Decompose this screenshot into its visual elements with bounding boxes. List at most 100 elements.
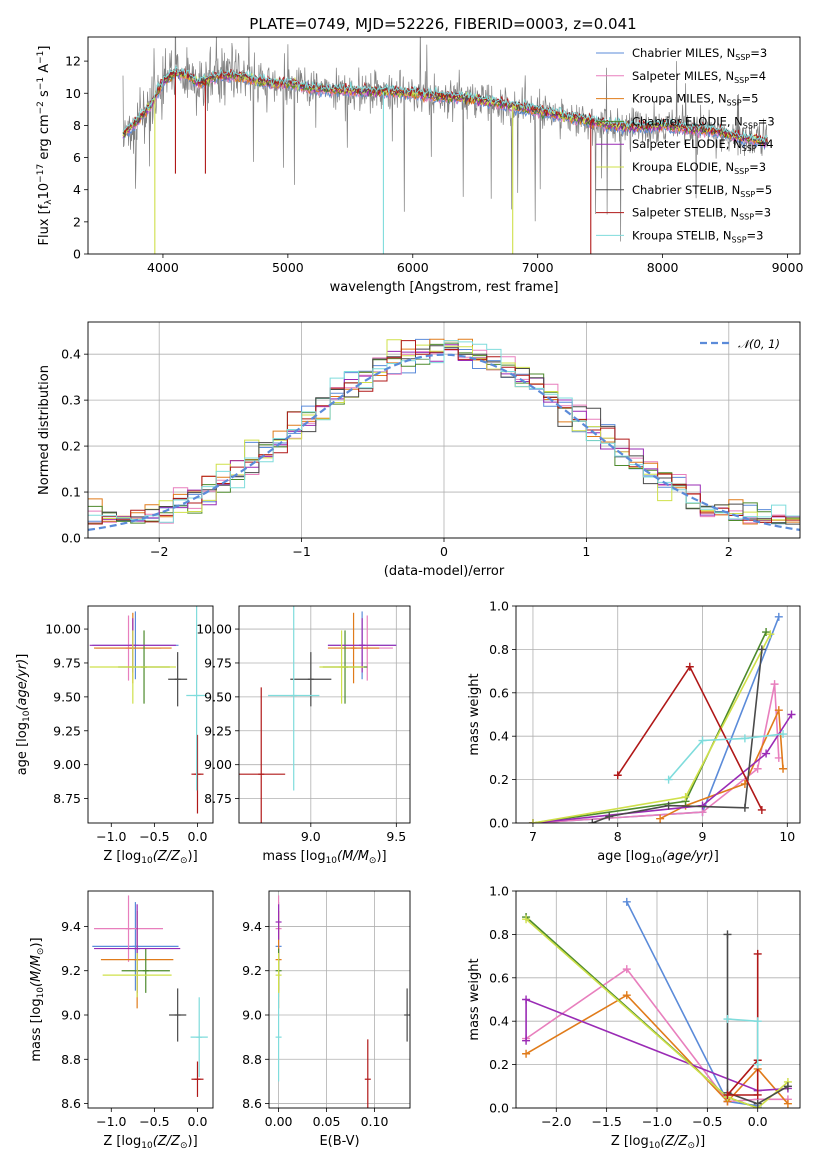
legend-entry-salpeter-stelib: Salpeter STELIB, NSSP=3 [632, 206, 771, 222]
x-axis-label: Z [log10(Z/Z⊙)] [103, 849, 197, 866]
plot-area [122, 37, 768, 254]
weight-marker-salpeter-miles [770, 680, 779, 689]
y-tick-label: 9.00 [204, 757, 232, 772]
y-tick-label: 9.50 [204, 689, 232, 704]
weight-marker-salpeter-elodie [787, 710, 796, 719]
x-tick-label: 1 [582, 544, 590, 559]
y-tick-label: 8 [73, 118, 81, 133]
y-axis-label: Normed distribution [37, 365, 52, 495]
weight-marker-chabrier-elodie [762, 628, 771, 637]
panel-weight_vs_Z: −2.0 −1.5 −1.0 −0.5 0.0 0.0 0.2 0.4 0.6 0.8 1.0 Z [… [467, 884, 801, 1151]
legend: 𝒩(0, 1) [700, 337, 780, 351]
y-tick-label: 9.75 [204, 655, 232, 670]
y-tick-label: 0.2 [489, 772, 509, 787]
y-tick-label: 8.75 [204, 791, 232, 806]
weight-marker-salpeter-miles [622, 965, 631, 974]
legend-entry-kroupa-stelib: Kroupa STELIB, NSSP=3 [632, 228, 763, 244]
plot-area [239, 606, 397, 823]
weight-marker-kroupa-stelib [664, 775, 673, 784]
x-tick-label: 8 [614, 829, 622, 844]
y-tick-label: 0.2 [61, 439, 81, 454]
x-tick-label: 0 [440, 544, 448, 559]
y-tick-label: 8.8 [242, 1052, 262, 1067]
x-tick-label: −1 [292, 544, 310, 559]
y-tick-label: 0.1 [61, 485, 81, 500]
weight-marker-kroupa-miles [779, 764, 788, 773]
legend-entry-kroupa-miles: Kroupa MILES, NSSP=5 [632, 92, 758, 108]
x-tick-label: −0.5 [692, 1114, 722, 1129]
panel-age_vs_mass: 9.0 9.5 8.75 9.00 9.25 9.50 9.75 10.00 mass [log… [196, 605, 411, 866]
axes-frame [87, 890, 214, 1109]
y-tick-label: 0.6 [489, 970, 509, 985]
weight-marker-kroupa-elodie [522, 915, 531, 924]
weight-marker-chabrier-miles [622, 897, 631, 906]
model-spectrum-kroupa-stelib [122, 65, 768, 143]
y-tick-label: 9.25 [204, 723, 232, 738]
x-axis-label: mass [log10(M/M⊙)] [262, 849, 386, 866]
weight-marker-kroupa-stelib [723, 1015, 732, 1024]
x-tick-label: 7000 [522, 260, 554, 275]
weight-marker-kroupa-stelib [698, 736, 707, 745]
weight-marker-salpeter-stelib [723, 1090, 732, 1099]
weight-marker-salpeter-stelib [685, 662, 694, 671]
x-tick-label: −1.0 [96, 829, 126, 844]
axes-frame [515, 890, 801, 1109]
weight-line-chabrier-miles [532, 616, 780, 823]
x-tick-label: 10 [779, 829, 795, 844]
legend-entry-kroupa-elodie: Kroupa ELODIE, NSSP=3 [632, 160, 766, 176]
weight-marker-kroupa-miles [522, 1049, 531, 1058]
y-tick-label: 0.4 [489, 1014, 509, 1029]
x-tick-label: 2 [725, 544, 733, 559]
y-tick-label: 9.0 [242, 1008, 262, 1023]
y-axis-label: Flux [fλ10−17 erg cm−2 s−1 A−1] [36, 46, 54, 246]
axes-frame [87, 36, 801, 255]
weight-marker-salpeter-elodie [522, 995, 531, 1004]
y-tick-label: 9.2 [242, 963, 262, 978]
weight-marker-kroupa-elodie [766, 630, 775, 639]
y-tick-label: 9.4 [242, 919, 262, 934]
weight-marker-kroupa-miles [622, 991, 631, 1000]
y-tick-label: 0.0 [489, 1101, 509, 1116]
legend-entry-chabrier-elodie: Chabrier ELODIE, NSSP=3 [632, 114, 775, 130]
y-axis-label: age [log10(age/yr)] [15, 654, 32, 776]
model-spectrum-salpeter-miles [122, 71, 768, 148]
plot-area [88, 338, 800, 531]
y-tick-label: 9.50 [53, 689, 81, 704]
weight-marker-kroupa-elodie [528, 819, 537, 823]
weight-line-salpeter-elodie [525, 998, 788, 1092]
x-tick-label: 0.0 [188, 1114, 208, 1129]
weight-marker-chabrier-stelib [740, 803, 749, 812]
x-tick-label: −2.0 [541, 1114, 571, 1129]
weight-marker-salpeter-miles [753, 764, 762, 773]
x-axis-label: Z [log10(Z/Z⊙)] [103, 1134, 197, 1151]
legend: Chabrier MILES, NSSP=3 Salpeter MILES, NS… [596, 46, 775, 244]
axes-frame [238, 605, 411, 824]
x-tick-label: 9.5 [386, 829, 406, 844]
weight-line-kroupa-stelib [667, 733, 784, 781]
x-tick-label: −1.0 [642, 1114, 672, 1129]
y-tick-label: 6 [73, 150, 81, 165]
panel-age_vs_Z: −1.0 −0.5 0.0 8.75 9.00 9.25 9.50 9.75 10.00 Z [l… [15, 605, 214, 866]
x-tick-label: 8000 [647, 260, 679, 275]
axes-frame [515, 605, 801, 824]
x-tick-label: 9 [699, 829, 707, 844]
weight-marker-chabrier-stelib [783, 1082, 792, 1091]
weight-marker-salpeter-stelib [613, 771, 622, 780]
weight-marker-kroupa-stelib [740, 734, 749, 743]
y-tick-label: 2 [73, 214, 81, 229]
x-tick-label: −0.5 [139, 1114, 169, 1129]
legend-entry-chabrier-stelib: Chabrier STELIB, NSSP=5 [632, 183, 772, 199]
weight-marker-salpeter-stelib [753, 1090, 762, 1099]
axes-frame [268, 890, 411, 1109]
weight-marker-kroupa-elodie [681, 792, 690, 801]
grid-lines [239, 606, 410, 823]
grid-lines [269, 891, 410, 1108]
y-tick-label: 12 [65, 54, 81, 69]
y-tick-label: 0.4 [61, 347, 81, 362]
panel-weight_vs_age: 7 8 9 10 0.0 0.2 0.4 0.6 0.8 1.0 age [log10(age/yr… [467, 599, 801, 866]
weight-marker-chabrier-stelib [723, 930, 732, 939]
y-axis-label: mass weight [467, 958, 482, 1040]
y-tick-label: 4 [73, 182, 81, 197]
y-tick-label: 10.00 [45, 622, 81, 637]
